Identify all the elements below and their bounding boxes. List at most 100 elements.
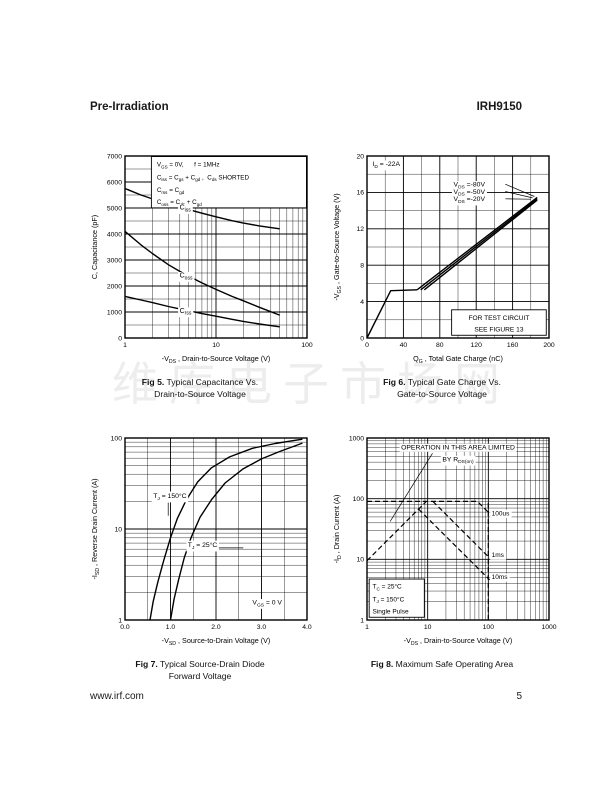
figure-7-caption: Fig 7. Typical Source-Drain Diode Forwar… [85, 658, 315, 682]
svg-text:80: 80 [436, 342, 444, 349]
svg-text:10: 10 [212, 342, 220, 349]
svg-text:10ms: 10ms [492, 574, 509, 581]
svg-text:100: 100 [483, 624, 495, 631]
svg-text:-ID , Drain Current (A): -ID , Drain Current (A) [332, 495, 343, 564]
svg-text:-VDS , Drain-to-Source Voltage: -VDS , Drain-to-Source Voltage (V) [162, 354, 271, 365]
svg-text:10: 10 [356, 557, 364, 564]
svg-text:1ms: 1ms [492, 552, 505, 559]
svg-text:-ISD , Reverse Drain Current (: -ISD , Reverse Drain Current (A) [90, 478, 101, 579]
figure-7-caption-line1: Typical Source-Drain Diode [160, 659, 265, 669]
svg-text:4000: 4000 [107, 231, 122, 238]
footer-url: www.irf.com [90, 691, 144, 702]
page-header: Pre-Irradiation IRH9150 [90, 101, 522, 113]
svg-text:2000: 2000 [107, 283, 122, 290]
svg-text:1: 1 [123, 342, 127, 349]
svg-text:VDS =-20V: VDS =-20V [453, 196, 485, 205]
svg-text:BY RDS(on): BY RDS(on) [442, 456, 474, 465]
svg-text:8: 8 [360, 263, 364, 270]
svg-text:40: 40 [400, 342, 408, 349]
svg-text:OPERATION IN THIS AREA LIMITED: OPERATION IN THIS AREA LIMITED [401, 444, 515, 451]
svg-text:1.0: 1.0 [166, 624, 176, 631]
source-drain-diode-chart: TJ = 150°C TJ = 25°C VGS = 0 V 0.0 1.0 2.0 3.0… [90, 435, 312, 647]
svg-text:10: 10 [424, 624, 432, 631]
svg-text:3.0: 3.0 [257, 624, 267, 631]
figure-6-caption-line1: Typical Gate Charge Vs. [407, 377, 501, 387]
svg-text:VGS = 0 V: VGS = 0 V [252, 600, 282, 609]
page-number: 5 [516, 691, 522, 702]
figure-6-caption-line2: Gate-to-Source Voltage [397, 389, 487, 400]
figure-8-caption-line1: Maximum Safe Operating Area [395, 659, 514, 669]
svg-text:200: 200 [543, 342, 555, 349]
svg-text:5000: 5000 [107, 205, 122, 212]
svg-text:4.0: 4.0 [302, 624, 312, 631]
svg-text:TC = 25°C: TC = 25°C [372, 583, 402, 592]
svg-text:Crss: Crss [180, 308, 192, 317]
svg-text:0: 0 [365, 342, 369, 349]
figure-7: TJ = 150°C TJ = 25°C VGS = 0 V 0.0 1.0 2.0 3.0… [85, 430, 315, 682]
page-footer: www.irf.com 5 [90, 691, 522, 702]
svg-text:Ciss = Cgs + Cgd , Cds SHORTE: Ciss = Cgs + Cgd , Cds SHORTED [157, 174, 250, 182]
figure-8-caption: Fig 8. Maximum Safe Operating Area [327, 658, 557, 670]
svg-text:4: 4 [360, 299, 364, 306]
svg-text:3000: 3000 [107, 257, 122, 264]
svg-text:2.0: 2.0 [211, 624, 221, 631]
figure-5-label: Fig 5. [141, 377, 165, 387]
figure-7-caption-line2: Forward Voltage [168, 671, 232, 682]
svg-text:12: 12 [356, 226, 364, 233]
watermark: 维库电子市场网 [112, 358, 511, 410]
svg-text:100us: 100us [492, 510, 510, 517]
svg-text:0: 0 [118, 335, 122, 342]
svg-text:6000: 6000 [107, 179, 122, 186]
safe-operating-area-chart: OPERATION IN THIS AREA LIMITED BY RDS(on)… [332, 435, 557, 647]
svg-text:-VGS , Gate-to-Source Voltage: -VGS , Gate-to-Source Voltage (V) [332, 193, 343, 300]
part-number: IRH9150 [476, 101, 522, 113]
svg-text:20: 20 [356, 153, 364, 160]
svg-text:TJ = 150°C: TJ = 150°C [153, 492, 186, 502]
svg-text:0.0: 0.0 [120, 624, 130, 631]
svg-text:7000: 7000 [107, 153, 122, 160]
svg-text:1000: 1000 [107, 309, 122, 316]
figure-6: ID = -22A VDS =-80V VDS =-50V VDS =-20V FOR … [327, 148, 557, 400]
figure-8: OPERATION IN THIS AREA LIMITED BY RDS(on)… [327, 430, 557, 670]
svg-text:1000: 1000 [349, 435, 364, 442]
svg-text:1: 1 [365, 624, 369, 631]
svg-text:1000: 1000 [541, 624, 556, 631]
svg-text:16: 16 [356, 190, 364, 197]
figure-5-caption-line2: Drain-to-Source Voltage [154, 389, 246, 400]
svg-text:Single Pulse: Single Pulse [372, 608, 409, 615]
figure-5-caption-line1: Typical Capacitance Vs. [166, 377, 259, 387]
svg-text:VGS = 0V, f = 1MHz: VGS = 0V, f = 1MHz [157, 162, 220, 170]
figure-5: VGS = 0V, f = 1MHz Ciss = Cgs + Cgd , Cds… [85, 148, 315, 400]
svg-text:0: 0 [360, 335, 364, 342]
svg-text:C, Capacitance (pF): C, Capacitance (pF) [90, 215, 99, 279]
svg-text:VDS =-50V: VDS =-50V [453, 189, 485, 198]
svg-text:120: 120 [471, 342, 483, 349]
svg-text:-VSD , Source-to-Drain Voltage: -VSD , Source-to-Drain Voltage (V) [162, 636, 271, 647]
figure-6-caption: Fig 6. Typical Gate Charge Vs. Gate-to-S… [327, 376, 557, 400]
figure-8-label: Fig 8. [370, 659, 394, 669]
svg-text:VDS =-80V: VDS =-80V [453, 182, 485, 191]
figure-5-caption: Fig 5. Typical Capacitance Vs. Drain-to-… [85, 376, 315, 400]
svg-text:1: 1 [118, 617, 122, 624]
svg-text:ID = -22A: ID = -22A [372, 161, 400, 170]
svg-text:Coss: Coss [180, 273, 193, 282]
capacitance-vs-vds-chart: VGS = 0V, f = 1MHz Ciss = Cgs + Cgd , Cds… [90, 153, 313, 365]
svg-text:TJ = 150°C: TJ = 150°C [372, 595, 404, 604]
svg-text:160: 160 [507, 342, 519, 349]
svg-text:-VDS , Drain-to-Source Voltage: -VDS , Drain-to-Source Voltage (V) [404, 636, 513, 647]
svg-text:100: 100 [353, 496, 365, 503]
svg-text:1: 1 [360, 617, 364, 624]
svg-text:Crss = Cgd: Crss = Cgd [157, 187, 185, 195]
svg-text:Ciss: Ciss [180, 205, 192, 214]
figure-6-label: Fig 6. [383, 377, 406, 387]
section-title: Pre-Irradiation [90, 101, 169, 113]
svg-text:QG , Total Gate Charge (nC): QG , Total Gate Charge (nC) [413, 354, 503, 365]
figure-7-label: Fig 7. [135, 659, 158, 669]
svg-text:100: 100 [301, 342, 313, 349]
svg-text:FOR TEST CIRCUIT: FOR TEST CIRCUIT [468, 315, 529, 322]
svg-text:TJ = 25°C: TJ = 25°C [188, 541, 218, 551]
svg-text:10: 10 [114, 526, 122, 533]
svg-text:SEE FIGURE 13: SEE FIGURE 13 [474, 326, 523, 333]
